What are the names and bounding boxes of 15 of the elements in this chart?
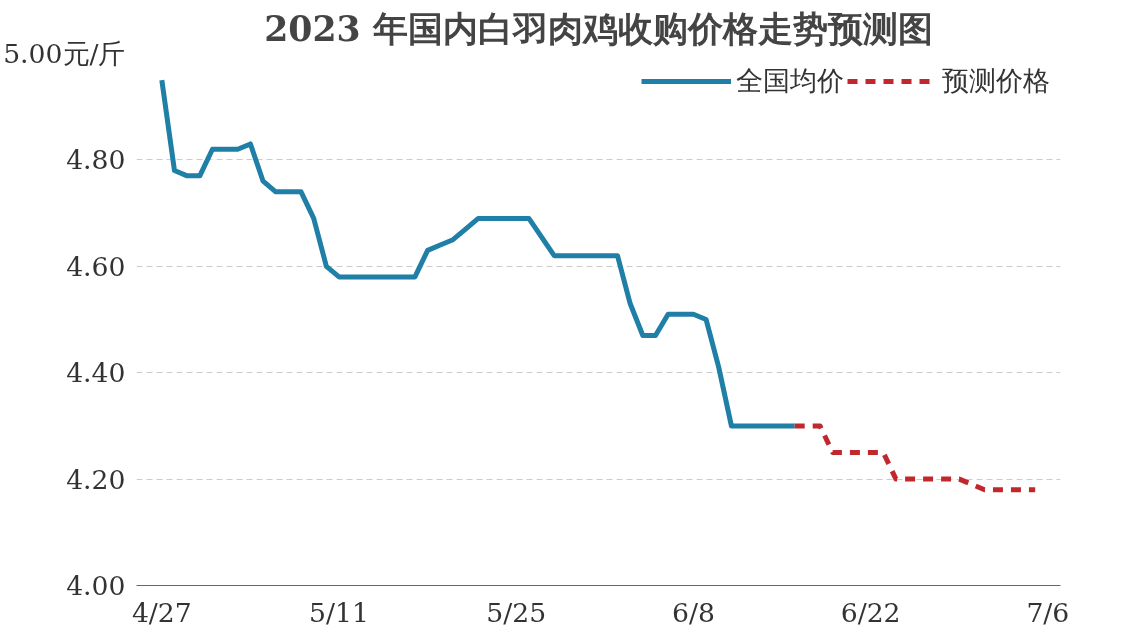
y-tick-label: 4.40 — [66, 357, 126, 389]
x-tick-label: 4/27 — [131, 596, 192, 628]
legend-label: 全国均价 — [736, 65, 844, 98]
x-tick-label: 5/25 — [486, 596, 547, 628]
legend-label: 预测价格 — [942, 65, 1050, 98]
x-tick-label: 7/6 — [1026, 596, 1070, 628]
x-tick-label: 6/22 — [840, 596, 901, 628]
y-tick-label: 4.80 — [66, 144, 126, 176]
x-tick-label: 5/11 — [309, 596, 369, 628]
y-tick-label: 4.00 — [66, 570, 126, 601]
chart-title: 2023 年国内白羽肉鸡收购价格走势预测图 — [264, 7, 933, 49]
y-tick-label: 4.20 — [66, 463, 126, 495]
x-tick-label: 6/8 — [671, 596, 715, 628]
y-tick-label: 4.60 — [66, 250, 126, 282]
y-tick-label: 5.00元/斤 — [3, 38, 126, 69]
